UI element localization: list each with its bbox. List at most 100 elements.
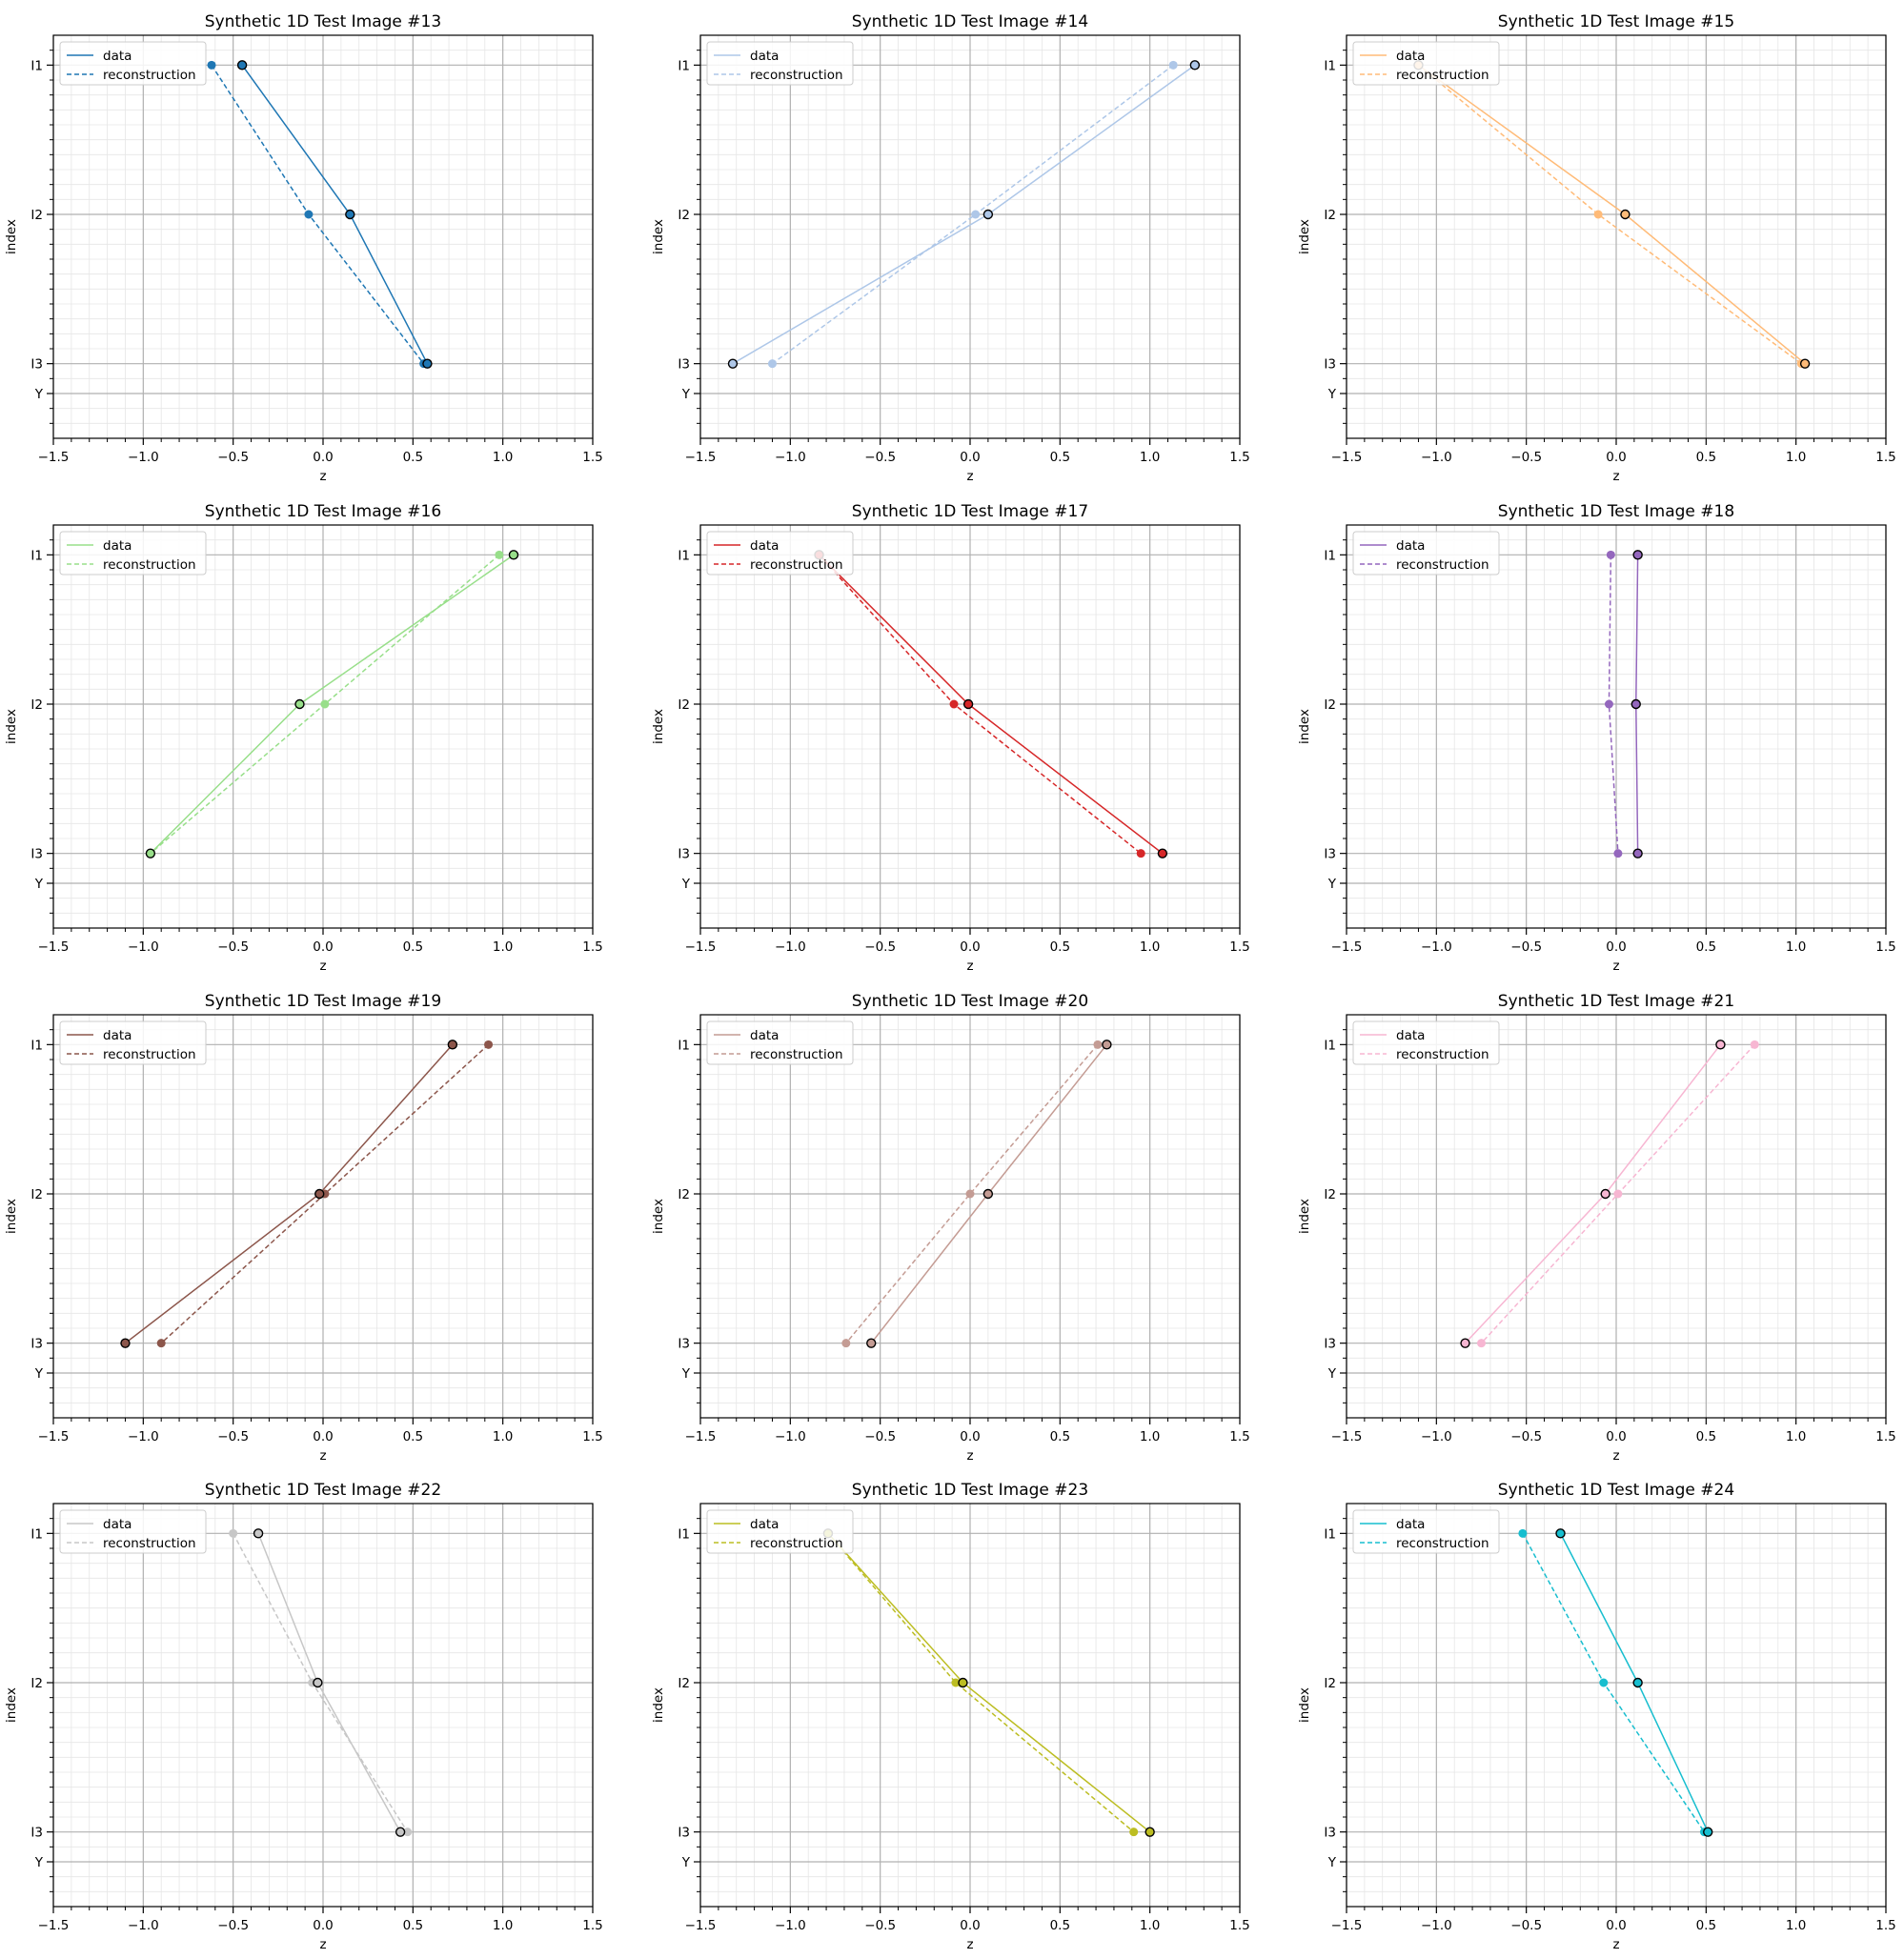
data-point — [962, 698, 974, 710]
legend: data reconstruction — [706, 1020, 854, 1065]
reconstruction-point — [207, 60, 216, 70]
x-tick-label: 0.5 — [403, 1429, 423, 1444]
chart-panel: −1.5 −1.0 −0.5 0.0 0.5 1.0 1.5 I1 I2 I3 Y Synthetic… — [4, 12, 603, 484]
x-tick-label: 0.5 — [1050, 450, 1070, 465]
y-tick-label: I2 — [678, 208, 690, 223]
legend: data reconstruction — [1352, 1509, 1500, 1554]
y-tick-label: I1 — [1324, 1526, 1336, 1542]
y-tick-label: I1 — [1324, 548, 1336, 563]
x-tick-label: 0.0 — [313, 450, 333, 465]
x-tick-label: 0.0 — [960, 1918, 980, 1933]
x-axis-label: z — [1612, 1937, 1619, 1952]
x-tick-label: 1.0 — [1140, 450, 1160, 465]
reconstruction-point — [841, 1339, 851, 1348]
x-tick-label: −0.5 — [217, 450, 249, 465]
legend-box — [59, 1509, 207, 1554]
y-tick-label: I2 — [30, 697, 43, 713]
reconstruction-point — [1129, 1828, 1139, 1837]
chart-panel: −1.5 −1.0 −0.5 0.0 0.5 1.0 1.5 I1 I2 I3 Y Synthetic… — [4, 1481, 603, 1952]
x-tick-label: 1.0 — [493, 1429, 513, 1444]
data-point — [345, 209, 355, 220]
y-tick-label: I3 — [1324, 847, 1336, 862]
y-axis-label: index — [1297, 1199, 1312, 1234]
reconstruction-point — [1593, 210, 1603, 219]
y-axis-label: index — [1297, 219, 1312, 254]
reconstruction-point — [1599, 1678, 1609, 1687]
legend: data reconstruction — [59, 1020, 207, 1065]
y-tick-label: I3 — [30, 847, 43, 862]
x-tick-label: 1.5 — [1229, 939, 1249, 955]
x-tick-label: 0.5 — [1696, 1918, 1716, 1933]
y-tick-label: I3 — [678, 847, 690, 862]
reconstruction-point — [1606, 550, 1615, 559]
x-axis-label: z — [966, 1937, 973, 1952]
x-tick-label: −1.0 — [775, 450, 806, 465]
y-tick-label: I3 — [678, 357, 690, 373]
legend: data reconstruction — [706, 1509, 854, 1554]
legend-label-data: data — [103, 1517, 132, 1532]
chart-title: Synthetic 1D Test Image #15 — [1498, 12, 1734, 31]
x-tick-label: −0.5 — [217, 1918, 249, 1933]
reconstruction-point — [156, 1339, 166, 1348]
x-tick-label: −0.5 — [864, 1918, 896, 1933]
data-point — [314, 1188, 325, 1200]
y-tick-label: Y — [34, 877, 44, 892]
x-tick-label: 1.0 — [493, 939, 513, 955]
reconstruction-point — [971, 210, 981, 219]
legend-box — [1352, 1020, 1500, 1065]
legend-box — [1352, 41, 1500, 86]
legend: data reconstruction — [706, 41, 854, 86]
data-point — [982, 1188, 994, 1200]
x-tick-label: 1.5 — [582, 450, 602, 465]
reconstruction-point — [949, 699, 959, 709]
legend-box — [706, 1509, 854, 1554]
legend: data reconstruction — [706, 531, 854, 576]
x-tick-label: −1.5 — [38, 1918, 70, 1933]
legend-label-data: data — [750, 1028, 779, 1043]
y-tick-label: Y — [1327, 387, 1337, 402]
x-tick-label: −1.0 — [775, 939, 806, 955]
data-point — [1631, 698, 1641, 710]
data-point — [1144, 1827, 1155, 1837]
data-point — [1600, 1188, 1610, 1200]
y-tick-label: I1 — [1324, 1038, 1336, 1053]
x-tick-label: −0.5 — [1510, 1429, 1542, 1444]
chart-title: Synthetic 1D Test Image #22 — [205, 1481, 441, 1500]
chart-panel: −1.5 −1.0 −0.5 0.0 0.5 1.0 1.5 I1 I2 I3 Y Synthetic… — [1297, 502, 1896, 974]
reconstruction-point — [1093, 1040, 1103, 1049]
legend-label-data: data — [103, 49, 132, 64]
data-point — [1632, 1677, 1643, 1688]
x-tick-label: −1.0 — [128, 939, 159, 955]
chart-title: Synthetic 1D Test Image #24 — [1498, 1481, 1734, 1500]
legend-label-reconstruction: reconstruction — [103, 68, 196, 83]
y-axis-label: index — [1297, 709, 1312, 744]
legend-box — [706, 531, 854, 576]
legend-label-reconstruction: reconstruction — [1396, 68, 1489, 83]
reconstruction-point — [1750, 1040, 1759, 1049]
x-tick-label: 1.5 — [1875, 939, 1895, 955]
chart-panel: −1.5 −1.0 −0.5 0.0 0.5 1.0 1.5 I1 I2 I3 Y Synthetic… — [1297, 12, 1896, 484]
y-tick-label: I2 — [1324, 697, 1336, 713]
x-axis-label: z — [1612, 1448, 1619, 1464]
x-tick-label: −1.0 — [1421, 1918, 1452, 1933]
x-tick-label: 1.0 — [1786, 1429, 1806, 1444]
data-point — [1555, 1528, 1566, 1539]
y-tick-label: I2 — [1324, 208, 1336, 223]
x-tick-label: −1.5 — [38, 1429, 70, 1444]
x-tick-label: 0.0 — [1606, 939, 1626, 955]
y-tick-label: I1 — [678, 1038, 690, 1053]
legend-label-reconstruction: reconstruction — [750, 68, 843, 83]
y-tick-label: Y — [34, 387, 44, 402]
chart-panel: −1.5 −1.0 −0.5 0.0 0.5 1.0 1.5 I1 I2 I3 Y Synthetic… — [4, 502, 603, 974]
x-tick-label: −1.5 — [685, 1429, 717, 1444]
y-axis-label: index — [4, 709, 19, 744]
x-tick-label: −1.5 — [685, 1918, 717, 1933]
y-tick-label: I2 — [30, 1187, 43, 1202]
x-tick-label: −0.5 — [217, 939, 249, 955]
legend-label-data: data — [1396, 1517, 1425, 1532]
data-point — [1703, 1827, 1713, 1837]
y-tick-label: Y — [1327, 1366, 1337, 1382]
y-axis-label: index — [651, 709, 666, 744]
data-point — [958, 1677, 968, 1688]
x-axis-label: z — [1612, 959, 1619, 974]
